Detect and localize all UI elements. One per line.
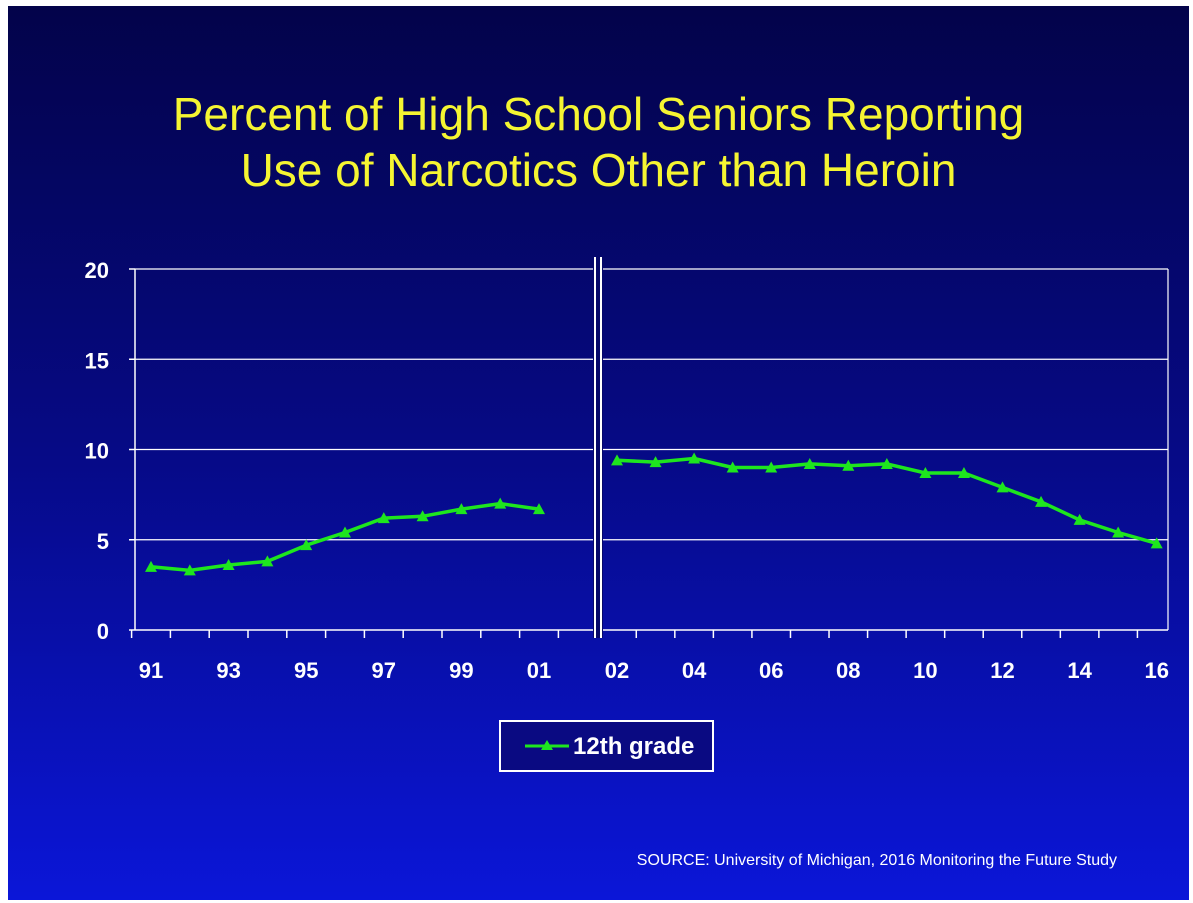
- data-point-marker: [649, 456, 662, 468]
- y-tick-label: 0: [97, 619, 109, 644]
- data-point-marker: [688, 452, 701, 464]
- data-point-marker: [261, 555, 274, 567]
- series-line: [616, 456, 1158, 546]
- y-tick-label: 5: [97, 529, 109, 554]
- x-tick-label: 99: [449, 658, 473, 683]
- data-point-marker: [1112, 526, 1125, 538]
- data-point-marker: [880, 457, 893, 469]
- x-tick-label: 02: [605, 658, 629, 683]
- axis-break-gap: [593, 257, 603, 638]
- data-point-marker: [1073, 513, 1086, 525]
- data-point-marker: [145, 560, 157, 572]
- x-tick-label: 12: [990, 658, 1014, 683]
- x-tick-label: 08: [836, 658, 860, 683]
- x-tick-label: 10: [913, 658, 937, 683]
- line-chart: 0 5 10 15 20 91 93 95 97 99 01 02 04 06 08 10 12 14 16: [85, 257, 1169, 683]
- data-point-marker: [1035, 495, 1048, 507]
- data-point-marker: [1150, 537, 1163, 549]
- title-line-2: Use of Narcotics Other than Heroin: [240, 144, 957, 196]
- legend-line-marker-icon: [525, 740, 569, 750]
- slide: Percent of High School Seniors Reporting…: [8, 6, 1189, 900]
- data-point-marker: [765, 461, 778, 473]
- x-tick-label: 06: [759, 658, 783, 683]
- data-point-marker: [919, 466, 932, 478]
- data-point-marker: [726, 461, 739, 473]
- data-point-marker: [957, 466, 970, 478]
- x-tick-label: 04: [682, 658, 707, 683]
- y-tick-label: 20: [85, 258, 109, 283]
- data-point-marker: [183, 564, 196, 576]
- data-point-marker: [611, 454, 623, 466]
- data-point-marker: [377, 512, 390, 524]
- x-tick-label: 93: [216, 658, 240, 683]
- x-tick-label: 95: [294, 658, 318, 683]
- x-tick-label: 01: [527, 658, 551, 683]
- y-tick-label: 10: [85, 439, 109, 464]
- data-point-marker: [339, 526, 351, 538]
- data-point-marker: [416, 510, 429, 522]
- data-point-marker: [803, 457, 816, 469]
- data-point-marker: [455, 503, 468, 515]
- data-point-marker: [494, 497, 507, 509]
- x-tick-label: 91: [139, 658, 163, 683]
- data-point-marker: [996, 481, 1009, 493]
- chart-title: Percent of High School Seniors Reporting…: [8, 86, 1189, 198]
- legend-label: 12th grade: [573, 733, 695, 760]
- source-note: SOURCE: University of Michigan, 2016 Mon…: [636, 852, 1117, 869]
- x-tick-label: 16: [1144, 658, 1168, 683]
- data-point-marker: [533, 503, 545, 515]
- x-tick-label: 14: [1067, 658, 1092, 683]
- data-point-marker: [842, 459, 855, 471]
- data-point-marker: [300, 539, 313, 551]
- legend: 12th grade: [499, 720, 714, 772]
- x-tick-label: 97: [372, 658, 396, 683]
- data-point-marker: [222, 559, 235, 571]
- y-tick-label: 15: [85, 348, 109, 373]
- title-line-1: Percent of High School Seniors Reporting: [172, 88, 1025, 140]
